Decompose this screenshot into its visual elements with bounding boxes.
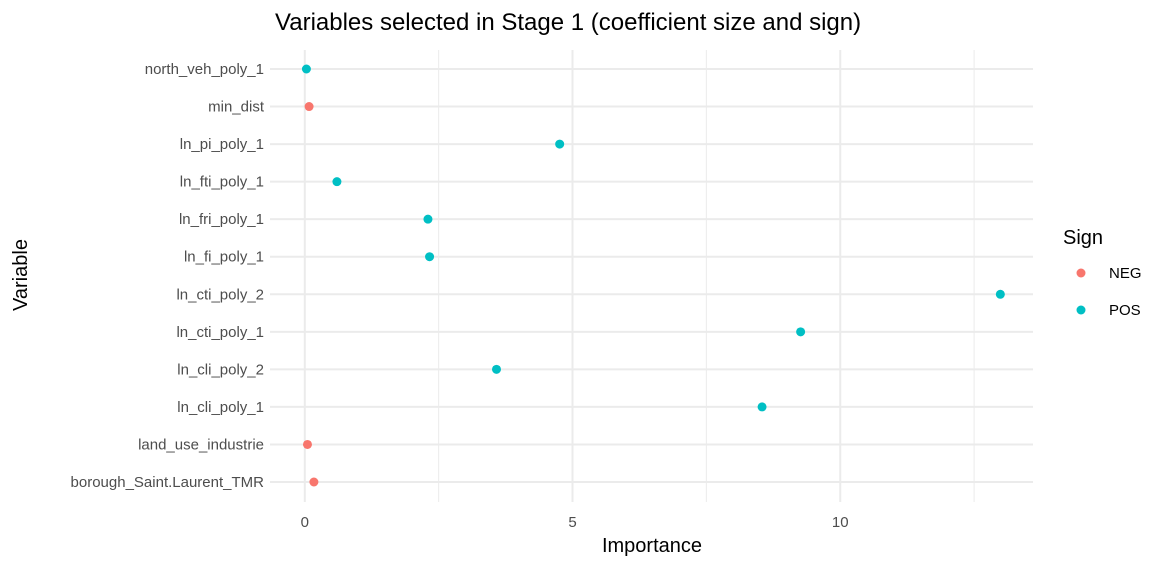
data-point xyxy=(555,139,565,149)
data-point xyxy=(309,477,319,487)
legend-label-neg: NEG xyxy=(1109,265,1142,282)
chart-title: Variables selected in Stage 1 (coefficie… xyxy=(275,9,861,36)
y-tick-label: ln_cti_poly_2 xyxy=(176,286,264,303)
legend-key-pos xyxy=(1076,305,1086,315)
x-tick-label: 0 xyxy=(301,514,309,531)
y-tick-label: ln_cli_poly_1 xyxy=(177,399,264,416)
y-axis-label: Variable xyxy=(10,239,32,311)
x-tick-labels: 0 5 10 xyxy=(301,514,849,531)
legend-title: Sign xyxy=(1063,227,1103,249)
legend-label-pos: POS xyxy=(1109,302,1141,319)
legend-key-neg xyxy=(1076,268,1086,278)
y-tick-label: borough_Saint.Laurent_TMR xyxy=(71,474,265,491)
y-tick-label: ln_fi_poly_1 xyxy=(184,249,264,266)
y-tick-label: land_use_industrie xyxy=(138,436,264,453)
y-tick-label: ln_fri_poly_1 xyxy=(179,211,264,228)
data-point xyxy=(425,252,435,262)
x-tick-label: 10 xyxy=(832,514,849,531)
grid-lines xyxy=(270,50,1033,502)
data-point xyxy=(995,289,1005,299)
data-point xyxy=(304,102,314,112)
y-tick-label: ln_cli_poly_2 xyxy=(177,361,264,378)
y-tick-label: north_veh_poly_1 xyxy=(145,61,264,78)
data-point xyxy=(301,64,311,74)
data-point xyxy=(757,402,767,412)
x-tick-label: 5 xyxy=(568,514,576,531)
data-point xyxy=(423,214,433,224)
data-point xyxy=(796,327,806,337)
legend: Sign NEG POS xyxy=(1063,227,1142,319)
y-tick-labels: north_veh_poly_1 min_dist ln_pi_poly_1 ln_f… xyxy=(71,61,265,491)
x-axis-label: Importance xyxy=(602,535,702,557)
y-tick-label: ln_cti_poly_1 xyxy=(176,324,264,341)
data-point xyxy=(491,364,501,374)
y-tick-label: ln_pi_poly_1 xyxy=(180,136,264,153)
data-point xyxy=(332,177,342,187)
y-tick-label: ln_fti_poly_1 xyxy=(180,174,264,191)
y-tick-label: min_dist xyxy=(208,99,265,116)
data-point xyxy=(302,439,312,449)
data-points xyxy=(301,64,1005,487)
